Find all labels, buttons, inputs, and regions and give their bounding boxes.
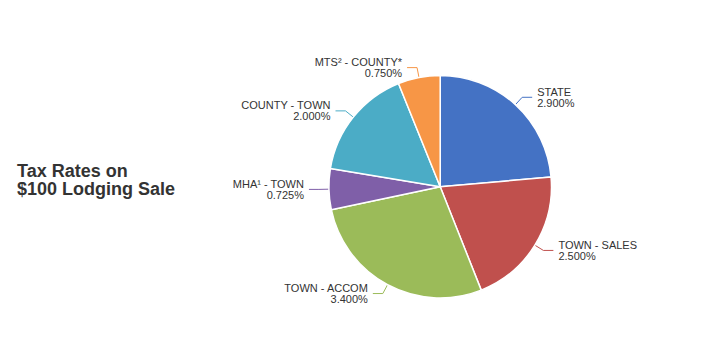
svg-text:2.500%: 2.500% xyxy=(558,250,596,262)
svg-text:TOWN - ACCOM: TOWN - ACCOM xyxy=(284,282,368,294)
svg-text:MHA¹ - TOWN: MHA¹ - TOWN xyxy=(232,177,304,190)
svg-text:0.750%: 0.750% xyxy=(365,67,403,79)
svg-text:TOWN - SALES: TOWN - SALES xyxy=(558,238,637,251)
svg-text:2.900%: 2.900% xyxy=(537,97,575,109)
svg-text:STATE: STATE xyxy=(537,85,571,98)
svg-text:0.725%: 0.725% xyxy=(267,189,305,201)
svg-text:COUNTY - TOWN: COUNTY - TOWN xyxy=(241,99,331,112)
svg-text:$100 Lodging Sale: $100 Lodging Sale xyxy=(17,179,175,199)
svg-text:2.000%: 2.000% xyxy=(293,110,331,122)
svg-text:MTS² - COUNTY*: MTS² - COUNTY* xyxy=(314,56,403,69)
svg-text:3.400%: 3.400% xyxy=(331,293,369,305)
svg-text:Tax Rates on: Tax Rates on xyxy=(17,161,128,181)
